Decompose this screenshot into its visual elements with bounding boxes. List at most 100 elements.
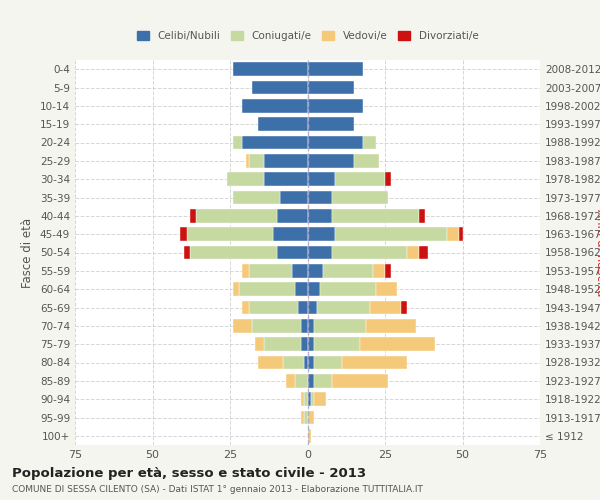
Bar — [376, 282, 397, 296]
Bar — [308, 374, 314, 388]
Bar — [233, 190, 280, 204]
Bar — [419, 209, 425, 222]
Bar — [314, 392, 326, 406]
Bar — [370, 300, 401, 314]
Y-axis label: Anni di nascita: Anni di nascita — [594, 209, 600, 296]
Bar — [407, 246, 419, 260]
Bar — [308, 99, 364, 112]
Bar — [308, 356, 314, 370]
Bar — [242, 99, 308, 112]
Bar — [239, 282, 295, 296]
Bar — [245, 154, 248, 168]
Bar — [304, 356, 308, 370]
Bar — [419, 246, 428, 260]
Bar — [181, 228, 187, 241]
Bar — [190, 246, 277, 260]
Bar — [264, 172, 308, 186]
Bar — [308, 246, 332, 260]
Bar — [332, 209, 419, 222]
Bar — [308, 190, 332, 204]
Bar — [248, 300, 298, 314]
Bar — [255, 338, 264, 351]
Bar — [277, 246, 308, 260]
Bar — [447, 228, 460, 241]
Bar — [190, 209, 196, 222]
Bar — [332, 374, 388, 388]
Bar — [308, 172, 335, 186]
Bar — [354, 154, 379, 168]
Bar — [308, 136, 364, 149]
Bar — [196, 209, 277, 222]
Bar — [286, 374, 295, 388]
Bar — [242, 136, 308, 149]
Bar — [311, 392, 314, 406]
Bar — [184, 246, 190, 260]
Bar — [308, 118, 354, 131]
Bar — [367, 319, 416, 332]
Bar — [258, 356, 283, 370]
Bar — [295, 282, 308, 296]
Bar — [320, 282, 376, 296]
Bar — [242, 264, 248, 278]
Bar — [301, 319, 308, 332]
Bar — [401, 300, 407, 314]
Bar — [308, 392, 311, 406]
Bar — [360, 338, 434, 351]
Bar — [258, 118, 308, 131]
Text: Popolazione per età, sesso e stato civile - 2013: Popolazione per età, sesso e stato civil… — [12, 468, 366, 480]
Bar — [233, 282, 239, 296]
Bar — [460, 228, 463, 241]
Bar — [308, 282, 320, 296]
Bar — [308, 319, 314, 332]
Bar — [304, 392, 308, 406]
Bar — [242, 300, 248, 314]
Bar — [385, 264, 391, 278]
Bar — [308, 228, 335, 241]
Bar — [252, 319, 301, 332]
Bar — [332, 190, 388, 204]
Bar — [335, 172, 385, 186]
Bar — [233, 319, 252, 332]
Bar — [308, 410, 314, 424]
Bar — [248, 264, 292, 278]
Bar — [314, 338, 360, 351]
Bar — [341, 356, 407, 370]
Legend: Celibi/Nubili, Coniugati/e, Vedovi/e, Divorziati/e: Celibi/Nubili, Coniugati/e, Vedovi/e, Di… — [133, 26, 482, 45]
Bar — [295, 374, 308, 388]
Bar — [385, 172, 391, 186]
Bar — [248, 154, 264, 168]
Text: COMUNE DI SESSA CILENTO (SA) - Dati ISTAT 1° gennaio 2013 - Elaborazione TUTTITA: COMUNE DI SESSA CILENTO (SA) - Dati ISTA… — [12, 485, 423, 494]
Bar — [314, 356, 341, 370]
Bar — [308, 429, 311, 442]
Bar — [264, 154, 308, 168]
Bar — [233, 62, 308, 76]
Bar — [335, 228, 447, 241]
Bar — [308, 300, 317, 314]
Bar — [323, 264, 373, 278]
Bar — [280, 190, 308, 204]
Bar — [292, 264, 308, 278]
Bar — [308, 209, 332, 222]
Bar — [317, 300, 370, 314]
Bar — [227, 172, 264, 186]
Bar — [314, 319, 367, 332]
Bar — [274, 228, 308, 241]
Bar — [308, 154, 354, 168]
Bar — [301, 392, 304, 406]
Bar — [233, 136, 242, 149]
Bar — [252, 80, 308, 94]
Bar — [264, 338, 301, 351]
Bar — [364, 136, 376, 149]
Bar — [308, 80, 354, 94]
Bar — [187, 228, 274, 241]
Bar — [308, 62, 364, 76]
Bar — [314, 374, 332, 388]
Y-axis label: Fasce di età: Fasce di età — [22, 218, 34, 288]
Bar — [277, 209, 308, 222]
Bar — [301, 338, 308, 351]
Bar — [304, 410, 308, 424]
Bar — [298, 300, 308, 314]
Bar — [332, 246, 407, 260]
Bar — [308, 338, 314, 351]
Bar — [301, 410, 304, 424]
